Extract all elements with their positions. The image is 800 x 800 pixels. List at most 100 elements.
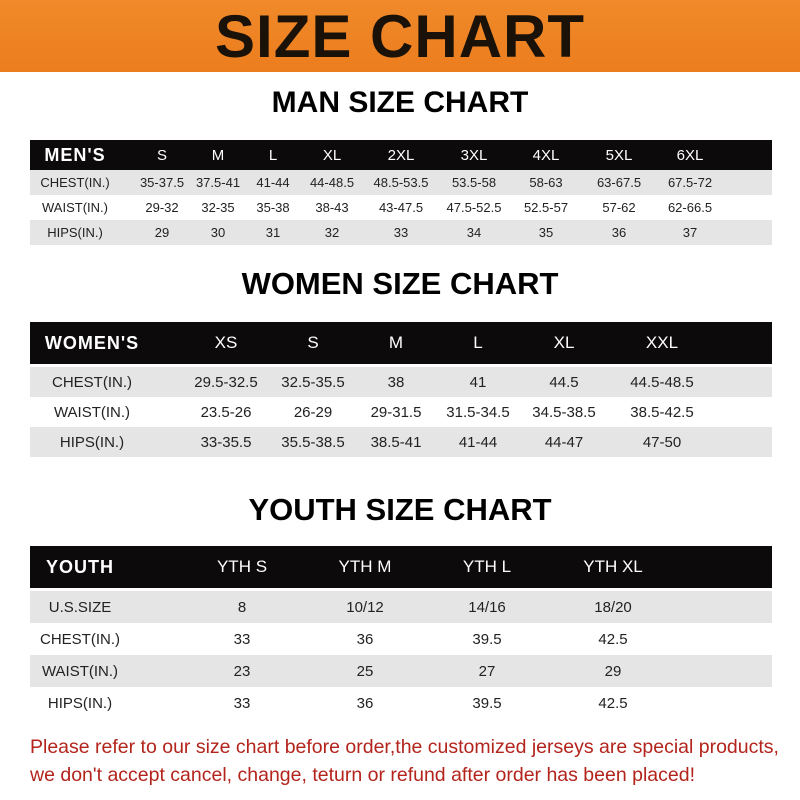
measurement-cell: 44-47: [544, 433, 584, 451]
measurement-cell: 33: [233, 694, 251, 712]
table-row: CHEST(IN.) 33 36 39.5 42.5: [30, 623, 772, 655]
row-label: CHEST(IN.): [40, 175, 110, 190]
measurement-cell: 14/16: [468, 598, 506, 616]
table-corner-label: WOMEN'S: [44, 332, 140, 353]
row-label: CHEST(IN.): [52, 373, 132, 391]
measurement-cell: 29-32: [145, 200, 179, 215]
measurement-cell: 27: [478, 662, 496, 680]
row-label: HIPS(IN.): [47, 694, 113, 712]
size-header: XXL: [645, 333, 679, 352]
measurement-cell: 44-48.5: [309, 175, 355, 190]
measurement-cell: 53.5-58: [451, 175, 497, 190]
measurement-cell: 42.5: [598, 694, 628, 712]
measurement-cell: 29.5-32.5: [194, 373, 258, 391]
size-header: YTH M: [338, 557, 392, 576]
measurement-cell: 35: [538, 225, 554, 240]
size-header: L: [473, 333, 483, 352]
measurement-cell: 39.5: [472, 630, 502, 648]
measurement-cell: 38.5-42.5: [630, 403, 694, 421]
measurement-cell: 33: [233, 630, 251, 648]
table-row: WAIST(IN.) 23.5-26 26-29 29-31.5 31.5-34.5 34…: [30, 397, 772, 427]
table-row: U.S.SIZE 8 10/12 14/16 18/20: [30, 591, 772, 623]
footer-line-1: Please refer to our size chart before or…: [30, 736, 779, 758]
measurement-cell: 29-31.5: [370, 403, 422, 421]
size-header: 5XL: [605, 146, 633, 164]
measurement-cell: 57-62: [602, 200, 636, 215]
row-label: WAIST(IN.): [42, 200, 108, 215]
size-header: YTH L: [462, 557, 512, 576]
table-row: WAIST(IN.) 23 25 27 29: [30, 655, 772, 687]
size-header: XL: [322, 146, 342, 164]
measurement-cell: 33: [393, 225, 409, 240]
measurement-cell: 30: [210, 225, 226, 240]
size-header: S: [156, 146, 168, 164]
measurement-cell: 31.5-34.5: [446, 403, 510, 421]
banner-title: SIZE CHART: [215, 3, 585, 70]
youth-section-title: YOUTH SIZE CHART: [248, 492, 552, 527]
size-header: YTH S: [216, 557, 268, 576]
measurement-cell: 43-47.5: [378, 200, 424, 215]
table-row: HIPS(IN.) 29 30 31 32 33 34 35 36 37: [30, 220, 772, 245]
size-header: 6XL: [676, 146, 704, 164]
measurement-cell: 47-50: [642, 433, 682, 451]
measurement-cell: 44.5: [549, 373, 579, 391]
measurement-cell: 58-63: [529, 175, 563, 190]
measurement-cell: 52.5-57: [523, 200, 569, 215]
measurement-cell: 26-29: [293, 403, 333, 421]
measurement-cell: 32.5-35.5: [281, 373, 345, 391]
measurement-cell: 38: [387, 373, 405, 391]
measurement-cell: 38.5-41: [370, 433, 422, 451]
measurement-cell: 23: [233, 662, 251, 680]
measurement-cell: 25: [356, 662, 374, 680]
measurement-cell: 32: [324, 225, 340, 240]
size-header: YTH XL: [583, 557, 643, 576]
men-section-title: MAN SIZE CHART: [271, 86, 529, 119]
measurement-cell: 34: [466, 225, 482, 240]
measurement-cell: 41: [469, 373, 487, 391]
measurement-cell: 18/20: [594, 598, 632, 616]
table-row: HIPS(IN.) 33 36 39.5 42.5: [30, 687, 772, 719]
size-header: M: [211, 146, 225, 164]
measurement-cell: 34.5-38.5: [532, 403, 596, 421]
measurement-cell: 29: [604, 662, 622, 680]
measurement-cell: 63-67.5: [596, 175, 642, 190]
measurement-cell: 37: [682, 225, 698, 240]
measurement-cell: 8: [237, 598, 247, 616]
measurement-cell: 44.5-48.5: [630, 373, 694, 391]
measurement-cell: 47.5-52.5: [446, 200, 502, 215]
header-row: MEN'S S M L XL 2XL 3XL 4XL 5XL 6XL: [30, 140, 772, 170]
measurement-cell: 67.5-72: [667, 175, 713, 190]
size-header: S: [307, 333, 319, 352]
measurement-cell: 48.5-53.5: [373, 175, 429, 190]
measurement-cell: 41-44: [256, 175, 290, 190]
row-label: HIPS(IN.): [47, 225, 103, 240]
measurement-cell: 10/12: [346, 598, 384, 616]
measurement-cell: 35-37.5: [139, 175, 185, 190]
measurement-cell: 36: [356, 630, 374, 648]
table-corner-label: YOUTH: [46, 556, 114, 577]
table-row: CHEST(IN.) 29.5-32.5 32.5-35.5 38 41 44.5 44.5…: [30, 367, 772, 397]
banner: SIZE CHART: [0, 0, 800, 72]
measurement-cell: 62-66.5: [667, 200, 713, 215]
header-row: WOMEN'S XS S M L XL XXL: [30, 322, 772, 364]
table-corner-label: MEN'S: [44, 144, 106, 165]
footer-line-2: we don't accept cancel, change, teturn o…: [30, 764, 695, 786]
measurement-cell: 35.5-38.5: [281, 433, 345, 451]
row-label: HIPS(IN.): [59, 433, 125, 451]
measurement-cell: 36: [611, 225, 627, 240]
measurement-cell: 35-38: [256, 200, 290, 215]
table-row: WAIST(IN.) 29-32 32-35 35-38 38-43 43-47.5 47.…: [30, 195, 772, 220]
measurement-cell: 42.5: [598, 630, 628, 648]
size-header: M: [388, 333, 404, 352]
row-label: U.S.SIZE: [48, 598, 112, 616]
measurement-cell: 29: [154, 225, 170, 240]
measurement-cell: 36: [356, 694, 374, 712]
size-header: L: [268, 146, 278, 164]
size-header: XS: [214, 333, 238, 352]
size-header: 2XL: [387, 146, 415, 164]
measurement-cell: 37.5-41: [195, 175, 241, 190]
size-header: XL: [553, 333, 575, 352]
table-row: CHEST(IN.) 35-37.5 37.5-41 41-44 44-48.5 48.5…: [30, 170, 772, 195]
measurement-cell: 38-43: [315, 200, 349, 215]
table-row: HIPS(IN.) 33-35.5 35.5-38.5 38.5-41 41-44 44-…: [30, 427, 772, 457]
